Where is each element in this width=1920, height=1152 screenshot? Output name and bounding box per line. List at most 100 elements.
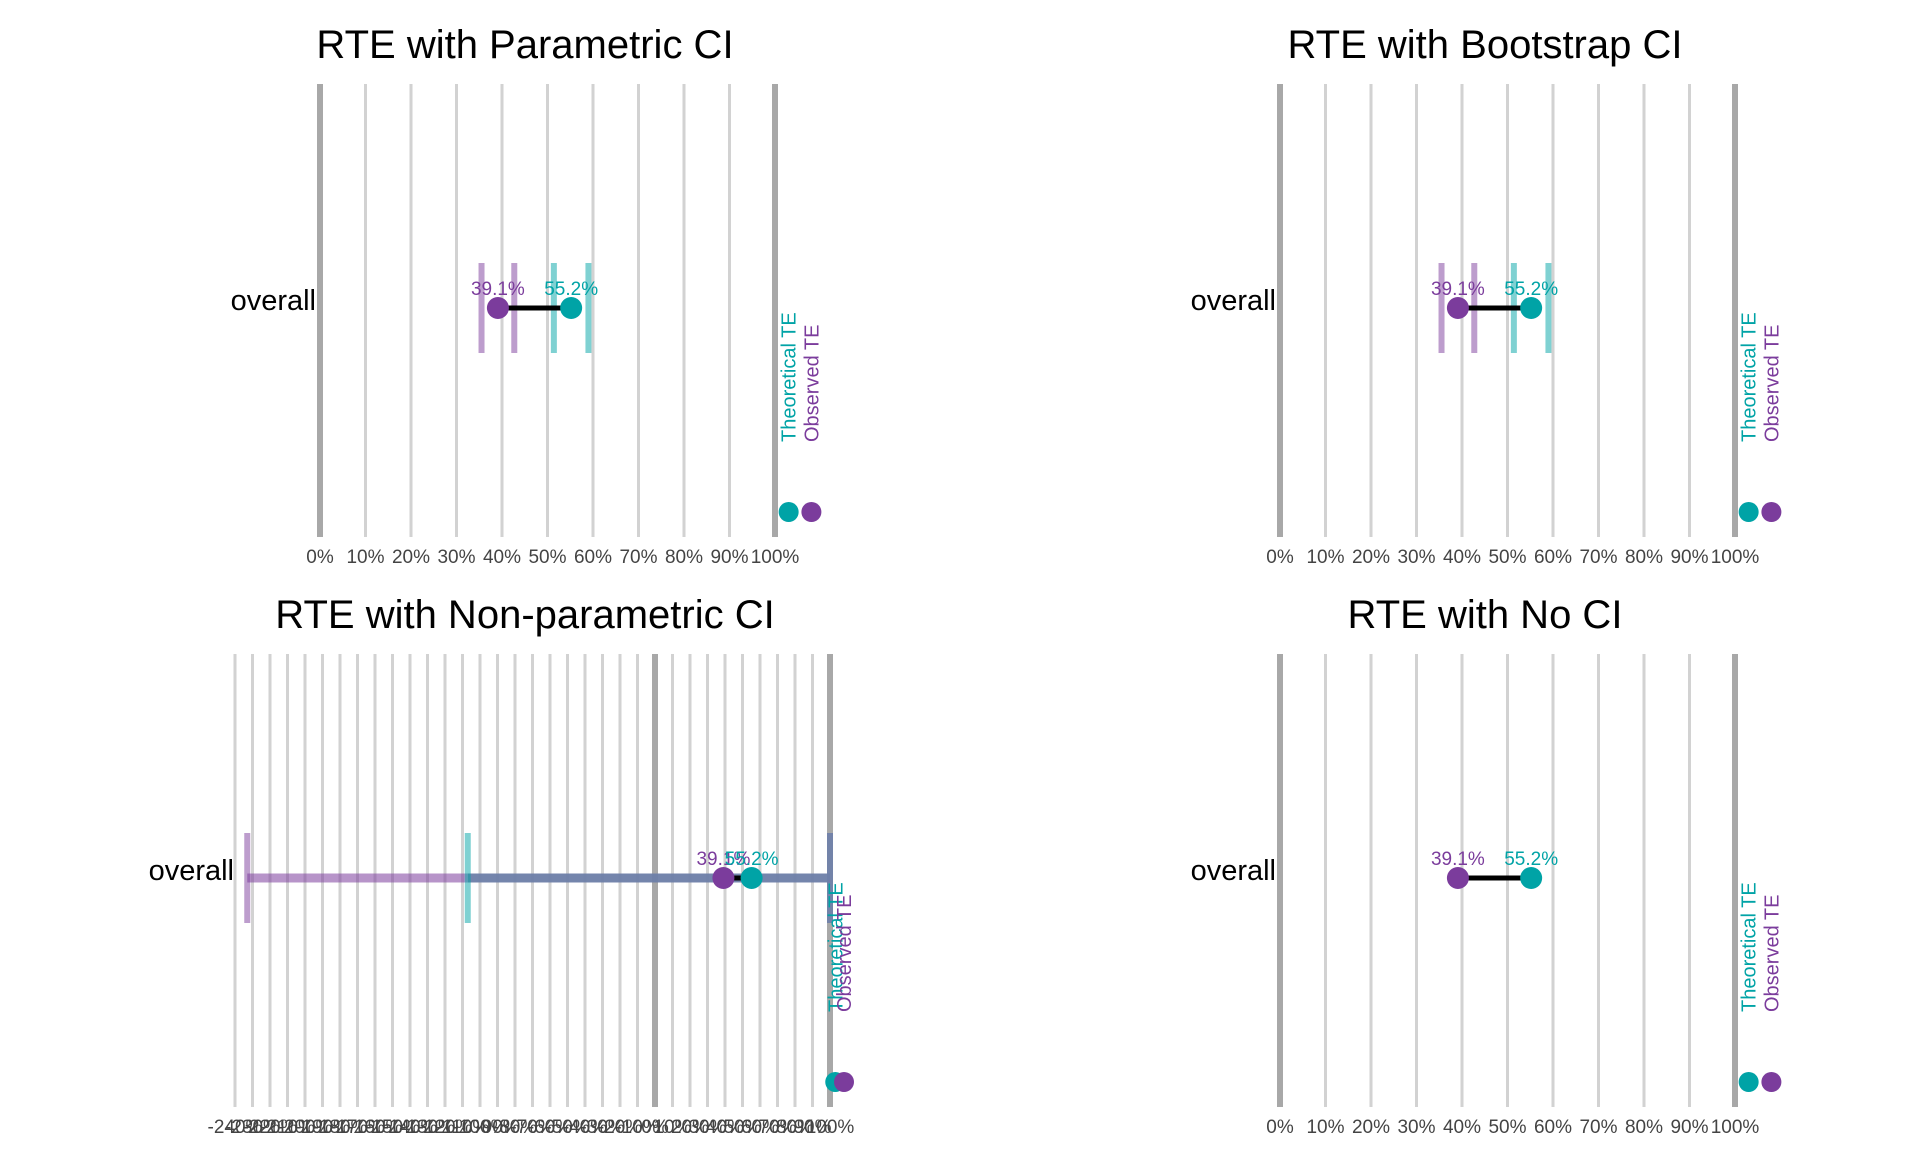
theoretical-point [740,867,763,889]
x-tick-label: 10% [1306,1117,1344,1138]
x-tick-label: 60% [1534,547,1572,568]
theoretical-value-label: 55.2% [725,849,779,870]
x-tick-label: -130% [400,1117,455,1138]
observed-point [1446,867,1469,889]
observed-value-label: 39.1% [1431,849,1485,870]
legend-theoretical-dot [1738,502,1759,522]
legend-observed-dot [834,1072,854,1092]
x-tick-label: -220% [243,1117,298,1138]
x-tick-label: 30% [1397,547,1435,568]
x-tick-label: 80% [1625,1117,1663,1138]
x-tick-label: 50% [1488,1117,1526,1138]
legend-theoretical-dot [778,502,799,522]
chart-title: RTE with Non-parametric CI [275,593,774,637]
x-tick-label: 0% [641,1117,669,1138]
theoretical-point [1520,297,1543,319]
x-tick-label: -40% [563,1117,607,1138]
chart-panel-3: RTE with Non-parametric CI -240%-230%-220… [149,593,856,1138]
x-tick-label: -60% [528,1117,572,1138]
x-tick-label: 40% [706,1117,744,1138]
x-tick-label: -80% [493,1117,537,1138]
x-tick-label: -100% [453,1117,508,1138]
legend-observed-dot [801,502,822,522]
x-tick-label: -240% [208,1117,263,1138]
x-tick-label: -210% [260,1117,315,1138]
theoretical-value-label: 55.2% [544,279,598,300]
category-label: overall [231,285,316,317]
x-tick-label: 30% [437,547,475,568]
x-tick-label: -70% [510,1117,554,1138]
x-tick-label: -190% [295,1117,350,1138]
x-tick-label: -160% [348,1117,403,1138]
x-tick-label: 100% [1711,1117,1760,1138]
legend-observed-label: Observed TE [801,325,823,442]
x-tick-label: 70% [619,547,657,568]
legend-observed-label: Observed TE [1761,325,1783,442]
x-tick-label: -90% [475,1117,519,1138]
x-tick-label: -50% [545,1117,589,1138]
observed-point [712,867,735,889]
theoretical-point [560,297,583,319]
x-tick-label: 60% [741,1117,779,1138]
chart-panel-1: RTE with Parametric CI 0% 10% 20% 30% 40% 50% 6… [231,23,824,568]
x-tick-label: 90% [793,1117,831,1138]
x-tick-label: 20% [1352,547,1390,568]
x-tick-label: 0% [306,547,334,568]
x-tick-label: 80% [1625,547,1663,568]
x-tick-label: 40% [483,547,521,568]
x-tick-label: 10% [346,547,384,568]
legend-theoretical-dot [1738,1072,1759,1092]
x-tick-label: 40% [1443,1117,1481,1138]
category-label: overall [1191,285,1276,317]
observed-value-label: 39.1% [1431,279,1485,300]
x-tick-label: -200% [278,1117,333,1138]
x-tick-label: 20% [392,547,430,568]
legend-theoretical-label: Theoretical TE [825,882,847,1012]
legend-theoretical-label: Theoretical TE [1739,312,1761,442]
legend-observed-dot [1761,1072,1782,1092]
x-tick-label: -20% [598,1117,642,1138]
x-tick-label: -110% [436,1117,490,1138]
x-tick-label: 70% [1579,1117,1617,1138]
x-tick-label: 100% [751,547,800,568]
x-tick-label: 60% [574,547,612,568]
x-tick-label: 0% [1266,1117,1294,1138]
x-tick-label: 40% [1443,547,1481,568]
x-tick-label: 60% [1534,1117,1572,1138]
chart-title: RTE with Bootstrap CI [1288,23,1683,67]
x-tick-label: 90% [1670,1117,1708,1138]
x-tick-label: 0% [1266,547,1294,568]
x-tick-label: 10% [1306,547,1344,568]
x-tick-label: 90% [710,547,748,568]
x-tick-label: 50% [1488,547,1526,568]
category-label: overall [1191,855,1276,887]
x-tick-label: 100% [806,1117,855,1138]
x-tick-label: 30% [688,1117,726,1138]
x-tick-label: 100% [1711,547,1760,568]
x-tick-label: 50% [723,1117,761,1138]
legend-observed-label: Observed TE [834,895,856,1012]
x-tick-label: -150% [365,1117,420,1138]
x-tick-label: 20% [671,1117,709,1138]
category-label: overall [149,855,234,887]
x-tick-label: 30% [1397,1117,1435,1138]
observed-value-label: 39.1% [696,849,750,870]
legend-observed-dot [1761,502,1782,522]
theoretical-value-label: 55.2% [1504,849,1558,870]
x-tick-label: 10% [653,1117,691,1138]
legend-theoretical-label: Theoretical TE [1739,882,1761,1012]
observed-point [486,297,509,319]
x-tick-label: 50% [528,547,566,568]
x-tick-label: 20% [1352,1117,1390,1138]
theoretical-point [1520,867,1543,889]
x-tick-label: -120% [418,1117,473,1138]
x-tick-label: -140% [383,1117,438,1138]
theoretical-value-label: 55.2% [1504,279,1558,300]
x-tick-label: -170% [330,1117,385,1138]
x-tick-label: -30% [580,1117,624,1138]
chart-panel-2: RTE with Bootstrap CI 0% 10% 20% 30% 40% 50% 60… [1191,23,1784,568]
x-tick-label: 70% [1579,547,1617,568]
legend-theoretical-label: Theoretical TE [779,312,801,442]
x-tick-label: 80% [776,1117,814,1138]
